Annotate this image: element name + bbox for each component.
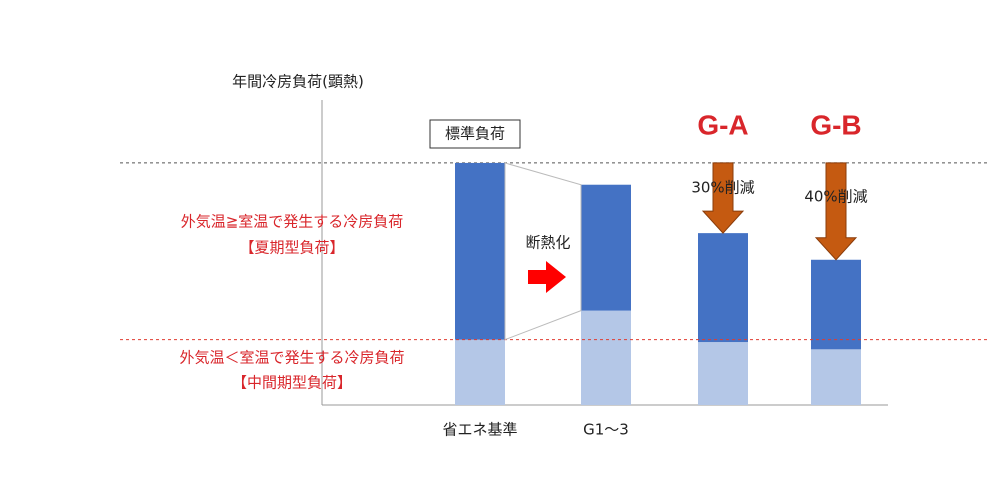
series-description: 外気温≧室温で発生する冷房負荷 bbox=[181, 213, 404, 231]
bar bbox=[455, 339, 505, 405]
category-label: G-B bbox=[810, 109, 861, 140]
x-tick-label: G1～3 bbox=[583, 421, 629, 439]
legend-label: 【夏期型負荷】 bbox=[239, 239, 344, 257]
insulation-label: 断熱化 bbox=[525, 234, 570, 252]
reduction-arrow bbox=[701, 162, 745, 234]
reduction-label: 40%削減 bbox=[804, 188, 867, 206]
series-description: 外気温＜室温で発生する冷房負荷 bbox=[179, 349, 404, 367]
reduction-arrow bbox=[814, 162, 858, 261]
y-axis-label: 年間冷房負荷(顕熱) bbox=[232, 73, 364, 91]
standard-label: 標準負荷 bbox=[445, 125, 505, 143]
bar bbox=[455, 162, 505, 340]
insulation-arrow bbox=[528, 261, 566, 293]
bar bbox=[581, 184, 631, 311]
insulation-guide bbox=[504, 162, 582, 341]
x-tick-label: 省エネ基準 bbox=[442, 421, 517, 439]
category-label: G-A bbox=[697, 109, 748, 140]
bar bbox=[581, 310, 631, 405]
bar bbox=[811, 259, 861, 350]
bar bbox=[698, 233, 748, 343]
standard-box bbox=[429, 119, 521, 149]
bar bbox=[698, 342, 748, 405]
legend-label: 【中間期型負荷】 bbox=[232, 374, 352, 392]
reduction-label: 30%削減 bbox=[691, 179, 754, 197]
bar bbox=[811, 349, 861, 405]
